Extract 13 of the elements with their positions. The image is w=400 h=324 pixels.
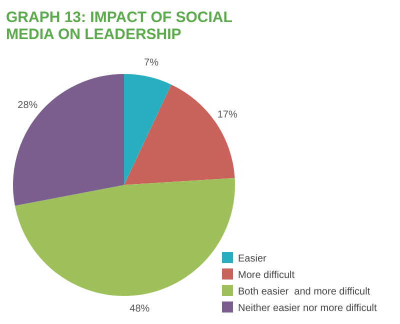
pie-slice (124, 74, 172, 185)
legend-label: Neither easier nor more difficult (238, 303, 377, 314)
pie-slice (13, 74, 124, 206)
data-label: 28% (18, 100, 38, 111)
pie-slice (14, 178, 235, 296)
data-label: 48% (130, 304, 150, 315)
data-label: 17% (217, 109, 238, 120)
legend-label: More difficult (238, 270, 295, 281)
chart-title: GRAPH 13: IMPACT OF SOCIAL MEDIA ON LEADERSHIP (6, 9, 232, 43)
legend-label: Easier (238, 254, 268, 264)
legend-label: Both easier and more difficult (238, 286, 370, 298)
pie-slice (124, 84, 235, 185)
data-label: 7% (144, 58, 159, 69)
